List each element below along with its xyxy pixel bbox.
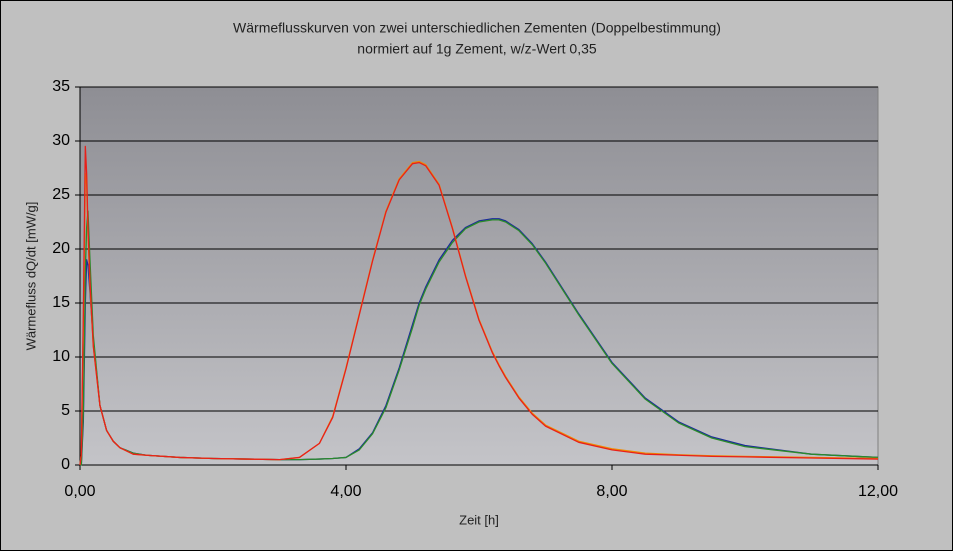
y-tick-label: 20 bbox=[52, 240, 70, 257]
chart-title: Wärmeflusskurven von zwei unterschiedlic… bbox=[233, 20, 721, 36]
x-tick-label: 8,00 bbox=[596, 483, 627, 500]
y-tick-label: 15 bbox=[52, 294, 70, 311]
y-tick-label: 25 bbox=[52, 186, 70, 203]
y-tick-label: 30 bbox=[52, 132, 70, 149]
y-tick-label: 0 bbox=[61, 456, 70, 473]
x-axis-label: Zeit [h] bbox=[459, 512, 499, 527]
y-tick-label: 5 bbox=[61, 402, 70, 419]
y-tick-label: 10 bbox=[52, 348, 70, 365]
x-tick-label: 12,00 bbox=[858, 483, 898, 500]
y-tick-label: 35 bbox=[52, 78, 70, 95]
x-tick-label: 4,00 bbox=[330, 483, 361, 500]
plot-area bbox=[79, 86, 879, 466]
x-tick-label: 0,00 bbox=[64, 483, 95, 500]
series-line bbox=[79, 145, 879, 466]
chart-subtitle: normiert auf 1g Zement, w/z-Wert 0,35 bbox=[357, 41, 597, 57]
y-axis-label: Wärmefluss dQ/dt [mW/g] bbox=[23, 202, 38, 351]
